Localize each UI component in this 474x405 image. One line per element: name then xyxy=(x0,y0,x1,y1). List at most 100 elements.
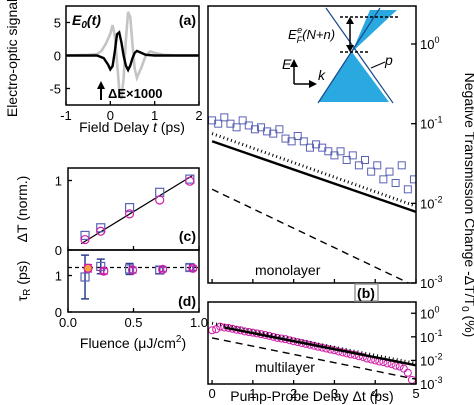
data-point-square xyxy=(348,151,357,160)
data-point-circle xyxy=(127,265,138,275)
data-point-square xyxy=(330,151,339,160)
data-point-square xyxy=(287,137,296,146)
x-tick-label: 2 xyxy=(195,108,202,123)
data-point-circle xyxy=(83,263,93,273)
x-tick-label: 0.5 xyxy=(124,315,142,330)
data-point-circle xyxy=(188,263,198,273)
delta-t-norm-axis-label: ΔT (norm.) xyxy=(14,176,30,243)
point-p-leader xyxy=(370,61,386,69)
panel-c-series xyxy=(80,174,195,245)
data-point-square xyxy=(293,132,302,141)
axis-e-label: E xyxy=(282,56,292,72)
data-point-square xyxy=(96,223,106,233)
x-tick-label: 2 xyxy=(290,386,297,401)
y-tick-label: 100 xyxy=(420,304,439,321)
panel-d: 0.0 0.5 1.0 0 1 (d) τR (ps) Fluence (μJ/cm2) xyxy=(14,249,208,351)
delta-e-arrow xyxy=(97,81,105,100)
energy-axis-head xyxy=(290,59,298,67)
data-point-square xyxy=(354,161,363,170)
data-point-square xyxy=(391,179,400,188)
data-point-circle xyxy=(403,368,412,377)
dashed-fit-line xyxy=(211,337,416,380)
x-tick-label: 0 xyxy=(107,108,114,123)
panel-a-series xyxy=(66,11,199,100)
panel-c-label: (c) xyxy=(179,228,196,244)
data-point-circle xyxy=(155,195,165,205)
dotted-fit-line xyxy=(211,132,416,208)
lower-cone xyxy=(318,52,389,102)
x-tick-label: 1 xyxy=(151,108,158,123)
data-point-square xyxy=(403,185,412,194)
data-point-square xyxy=(397,161,406,170)
y-tick-label: -5 xyxy=(49,82,61,97)
x-tick-label: 1.0 xyxy=(190,315,208,330)
data-point-square xyxy=(214,119,223,128)
ef-arrow-head-top xyxy=(346,17,354,24)
k-axis-head xyxy=(309,80,317,88)
data-point-square xyxy=(336,147,345,156)
data-point-circle xyxy=(212,325,221,334)
delta-e-legend: ΔE×1000 xyxy=(108,86,163,101)
x-tick-label: -1 xyxy=(60,108,72,123)
data-point-circle xyxy=(407,375,416,384)
x-tick-label: 5 xyxy=(412,386,419,401)
panel-b-monolayer-frame xyxy=(207,5,417,284)
data-point-square xyxy=(257,123,266,132)
field-delay-axis-label: Field Delay t (ps) xyxy=(79,119,185,135)
panel-c: 0 1 (c) ΔT (norm.) xyxy=(14,167,200,258)
pump-probe-axis-label: Pump-Probe Delay Δt (ps) xyxy=(230,388,393,404)
data-point-square xyxy=(373,161,382,170)
eo-signal-axis-label: Electro-optic signal xyxy=(4,0,20,117)
data-point-circle xyxy=(185,176,195,186)
axis-k-label: k xyxy=(318,67,326,83)
svg-text:(b): (b) xyxy=(357,285,375,301)
data-point-square xyxy=(342,155,351,164)
dashed-fit-line xyxy=(211,188,411,283)
panel-d-series xyxy=(68,254,199,300)
y-tick-label: 10-3 xyxy=(420,274,442,291)
panel-a: -1 0 1 2 -5 0 5 (a) E0(t) ΔE×1000 Field Delay … xyxy=(4,0,203,135)
data-point-circle xyxy=(80,234,90,245)
solid-fit-line xyxy=(211,140,416,214)
dotted-fit-line xyxy=(211,321,416,365)
delta-e-trace xyxy=(66,30,199,73)
data-point-square xyxy=(238,116,247,125)
data-point-square xyxy=(250,125,259,134)
y-tick-label: 10-3 xyxy=(420,375,442,392)
y-tick-label: 0 xyxy=(54,49,61,64)
dirac-cone-inset: E k p EFe(N+n) xyxy=(282,7,398,104)
x-tick-label: 0 xyxy=(208,386,215,401)
data-point-square xyxy=(80,230,90,241)
panel-b-multilayer-series xyxy=(208,321,416,384)
data-point-square xyxy=(324,147,333,156)
data-point-circle xyxy=(354,352,363,361)
data-point-circle xyxy=(346,350,355,359)
panel-d-ticks: 0.0 0.5 1.0 0 1 xyxy=(55,269,208,330)
data-point-circle xyxy=(99,266,109,276)
data-point-square xyxy=(299,137,308,146)
data-point-circle xyxy=(96,226,106,236)
cone-edge-2 xyxy=(317,7,381,104)
data-point-square xyxy=(80,272,90,282)
e0-legend: E0(t) xyxy=(72,12,101,31)
y-tick-label: 5 xyxy=(54,16,61,31)
panel-b: 0 1 2 3 4 5 100 100 10-1 10-1 10-2 10-2 10-3 10-3 E k… xyxy=(207,5,474,404)
data-point-circle xyxy=(395,362,404,371)
data-point-square xyxy=(124,203,135,213)
y-tick-label: 0 xyxy=(55,305,62,320)
data-point-circle xyxy=(124,209,135,219)
panel-b-monolayer-series xyxy=(208,113,416,283)
panel-b-ticks: 0 1 2 3 4 5 100 100 10-1 10-1 10-2 10-2 10-3 10-3 xyxy=(208,35,442,401)
panel-d-label: (d) xyxy=(178,293,196,309)
y-tick-label: 10-1 xyxy=(420,328,442,345)
monolayer-label: monolayer xyxy=(255,262,321,278)
data-point-square xyxy=(263,127,272,136)
data-point-square xyxy=(269,129,278,138)
tau-r-axis-label: τR (ps) xyxy=(14,261,33,302)
panel-a-label: (a) xyxy=(179,12,196,28)
data-point-circle xyxy=(399,364,408,373)
ef-arrow-head-bottom xyxy=(346,45,354,52)
neg-transmission-axis-label: Negative Transmission Change -ΔT/T0 (%) xyxy=(459,73,474,338)
x-tick-label: 1 xyxy=(249,386,256,401)
